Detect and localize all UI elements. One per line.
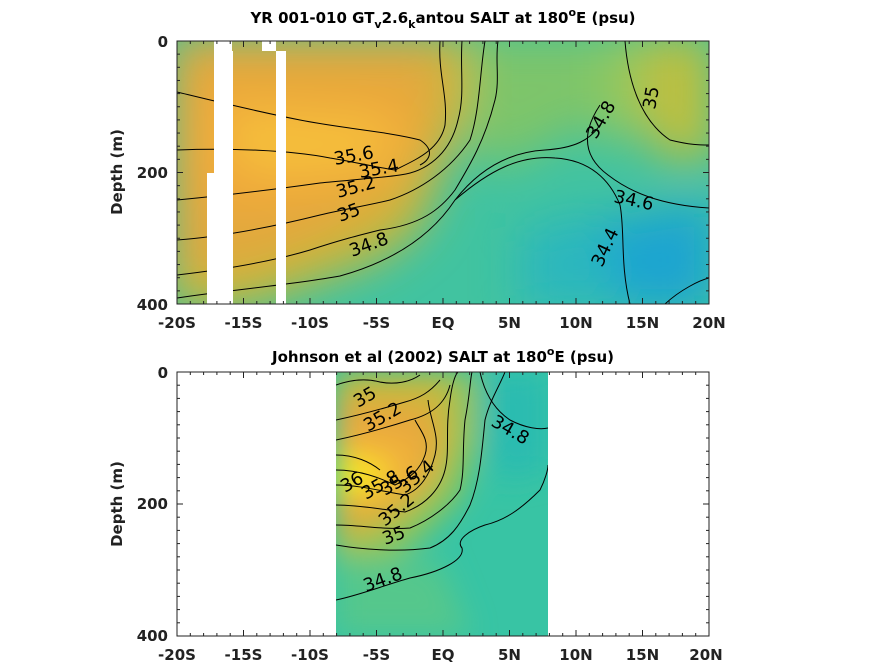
x-tick-label: -15S [225,646,263,663]
y-tick-label: 0 [158,364,168,382]
x-tick-label: 15N [626,646,659,663]
x-tick-label: -10S [291,314,329,332]
x-tick-label: -5S [363,314,390,332]
y-tick-label: 0 [158,33,168,51]
chart-2-x-tick-labels: -20S -15S -10S -5S EQ 5N 10N 15N 20N [158,646,723,663]
x-tick-label: -15S [225,314,263,332]
chart-1-heatmap [177,41,709,304]
x-tick-label: 5N [498,646,521,663]
chart-1-y-tick-labels: 0 200 400 [137,33,168,314]
chart-1-y-axis-label: Depth (m) [108,129,126,215]
x-tick-label: EQ [432,314,455,332]
x-tick-label: -20S [158,314,196,332]
x-tick-label: 5N [498,314,521,332]
chart-1-contours [177,41,709,304]
y-tick-label: 400 [137,296,168,314]
x-tick-label: 20N [692,314,725,332]
contour-label: 35 [639,85,664,111]
x-tick-label: -10S [291,646,329,663]
x-tick-label: 10N [559,314,592,332]
y-tick-label: 400 [137,627,168,645]
x-tick-label: 10N [559,646,592,663]
x-tick-label: 20N [689,646,722,663]
chart-2-contours [336,372,548,601]
chart-2-y-tick-labels: 0 200 400 [137,364,168,645]
chart-1-x-tick-labels: -20S -15S -10S -5S EQ 5N 10N 15N 20N [158,314,726,332]
y-tick-label: 200 [137,495,168,513]
chart-1-title: YR 001-010 GTv2.6kantou SALT at 180oE (p… [249,6,635,31]
y-tick-label: 200 [137,164,168,182]
x-tick-label: -5S [363,646,390,663]
chart-2-title: Johnson et al (2002) SALT at 180oE (psu) [271,345,614,366]
chart-2-ticks [176,371,710,637]
chart-2-y-axis-label: Depth (m) [108,461,126,547]
chart-1-ticks [176,40,710,305]
x-tick-label: EQ [432,646,455,663]
x-tick-label: 15N [626,314,659,332]
chart-1-missing-data-mask [207,41,286,304]
x-tick-label: -20S [158,646,196,663]
